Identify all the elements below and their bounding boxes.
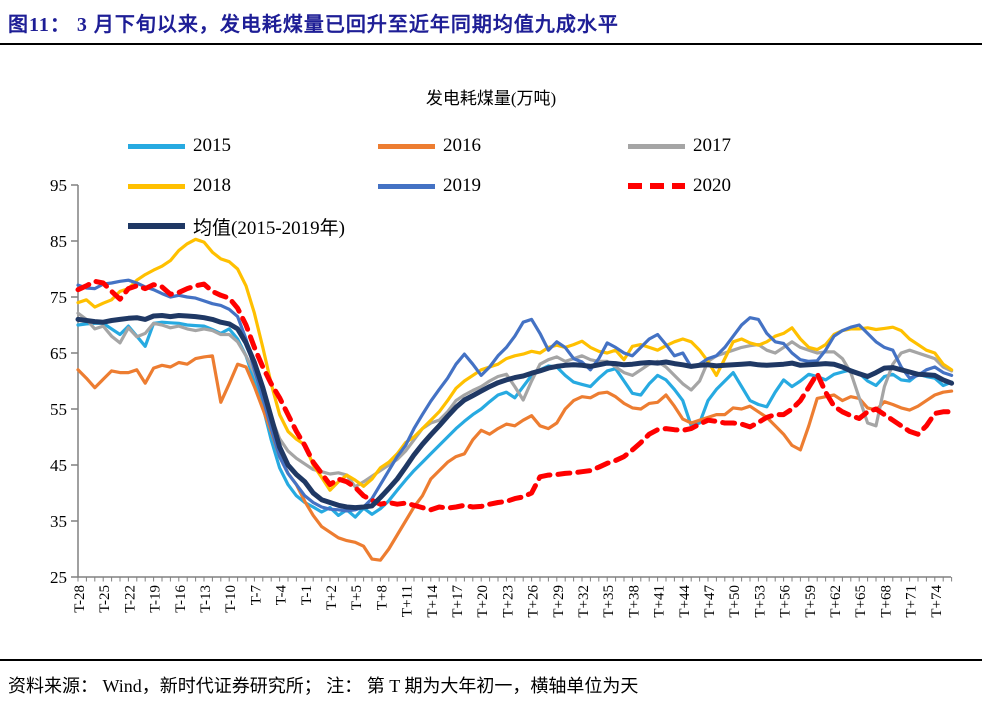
y-tick-label: 85 [50, 232, 67, 251]
series-line-2016 [76, 354, 954, 562]
series-line-2019 [76, 278, 954, 513]
x-tick-label: T-16 [173, 585, 189, 613]
legend-item-2020: 2020 [628, 174, 731, 198]
legend-label-2015: 2015 [193, 135, 231, 156]
x-tick-label: T-28 [72, 585, 88, 613]
legend-swatch-2018 [128, 183, 185, 189]
y-tick-label: 45 [50, 456, 67, 475]
x-tick-label: T+44 [677, 585, 693, 618]
legend-label-mean: 均值(2015-2019年) [193, 217, 345, 239]
x-tick-label: T-1 [299, 585, 315, 605]
x-tick-label: T-25 [97, 585, 113, 613]
x-tick-label: T+35 [601, 585, 617, 618]
title-divider [0, 43, 982, 45]
x-tick-label: T+32 [576, 585, 592, 618]
x-tick-label: T+62 [828, 585, 844, 618]
x-tick-label: T+8 [374, 585, 390, 610]
legend-item-2017: 2017 [628, 134, 731, 158]
x-tick-label: T-10 [223, 585, 239, 613]
series-line-2017 [76, 311, 954, 489]
legend-item-2018: 2018 [128, 174, 231, 198]
footer-divider [0, 659, 982, 661]
legend-item-2019: 2019 [378, 174, 481, 198]
legend-label-2020: 2020 [693, 175, 731, 196]
chart-title: 发电耗煤量(万吨) [425, 89, 557, 108]
x-tick-label: T+56 [778, 585, 794, 618]
legend-swatch-2019 [378, 183, 435, 189]
series-line-2020 [75, 278, 955, 513]
x-tick-label: T+23 [500, 585, 516, 618]
legend-item-2016: 2016 [378, 134, 481, 158]
series-line-2015 [76, 320, 954, 519]
legend-swatch-2015 [128, 143, 185, 149]
x-tick-label: T+29 [551, 585, 567, 618]
x-tick-label: T-7 [248, 585, 264, 606]
legend-label-2019: 2019 [443, 175, 481, 196]
x-tick-label: T+17 [450, 585, 466, 618]
y-tick-label: 25 [50, 568, 67, 587]
x-tick-label: T+53 [752, 585, 768, 618]
x-tick-label: T+38 [626, 585, 642, 618]
x-tick-label: T+20 [475, 585, 491, 618]
x-tick-label: T-4 [274, 585, 290, 606]
x-tick-label: T+41 [652, 585, 668, 618]
x-tick-label: T+11 [400, 585, 416, 617]
page-title: 图11： 3 月下旬以来，发电耗煤量已回升至近年同期均值九成水平 [8, 14, 619, 36]
legend-item-mean: 均值(2015-2019年) [128, 214, 345, 239]
legend-swatch-2017 [628, 143, 685, 149]
x-tick-label: T+59 [803, 585, 819, 618]
x-tick-label: T+5 [349, 585, 365, 610]
x-tick-label: T+14 [425, 585, 441, 618]
x-tick-label: T+47 [702, 585, 718, 618]
y-tick-label: 75 [50, 288, 67, 307]
x-tick-label: T+2 [324, 585, 340, 610]
x-tick-label: T+65 [853, 585, 869, 618]
series-line-20152019 [75, 313, 955, 511]
x-tick-label: T+71 [904, 585, 920, 618]
source-note: 资料来源： Wind，新时代证券研究所； 注： 第 T 期为大年初一，横轴单位为… [8, 676, 639, 696]
x-tick-label: T-13 [198, 585, 214, 613]
series-line-2018 [76, 237, 954, 492]
x-tick-label: T-22 [122, 585, 138, 613]
x-tick-label: T+74 [929, 585, 945, 618]
legend-label-2017: 2017 [693, 135, 731, 156]
y-tick-label: 65 [50, 344, 67, 363]
x-tick-label: T+68 [878, 585, 894, 618]
x-tick-label: T+26 [526, 585, 542, 618]
x-tick-label: T+50 [727, 585, 743, 618]
legend-swatch-2020 [628, 183, 685, 189]
legend-swatch-mean [128, 223, 185, 229]
y-tick-label: 35 [50, 512, 67, 531]
legend-label-2016: 2016 [443, 135, 481, 156]
legend-item-2015: 2015 [128, 134, 231, 158]
y-tick-label: 55 [50, 400, 67, 419]
legend-label-2018: 2018 [193, 175, 231, 196]
y-tick-label: 95 [50, 176, 67, 195]
legend-swatch-2016 [378, 143, 435, 149]
x-tick-label: T-19 [148, 585, 164, 613]
